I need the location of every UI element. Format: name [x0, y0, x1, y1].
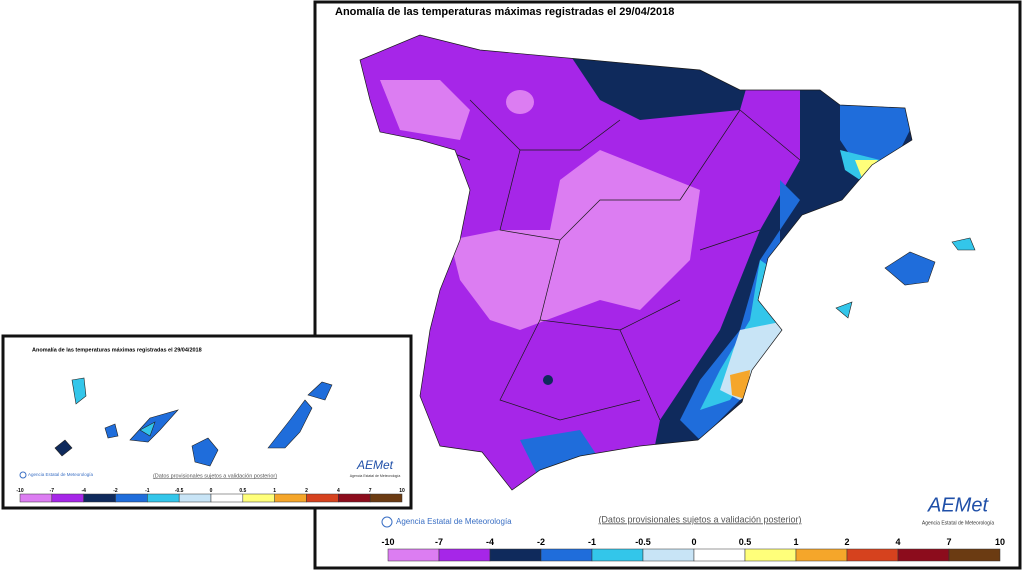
legend-swatch	[147, 493, 180, 503]
legend-swatch	[438, 548, 491, 562]
legend-tick-label: 7	[946, 537, 951, 547]
inset-logo-subtitle: Agencia Estatal de Meteorología	[350, 474, 401, 478]
legend-swatch	[540, 548, 593, 562]
legend-tick-label: -0.5	[175, 488, 184, 494]
logo: AEMet	[927, 494, 989, 516]
legend-swatch	[210, 493, 244, 503]
logo-subtitle: Agencia Estatal de Meteorología	[922, 520, 994, 526]
inset-legend: -10 -7 -4 -2 -1 -0.5 0 0.5 1 2 4 7 10	[16, 488, 405, 503]
legend-tick-label: -1	[588, 537, 596, 547]
legend-swatch	[744, 548, 797, 562]
copyright-icon	[19, 471, 27, 479]
legend-tick-label: 10	[995, 537, 1005, 547]
legend-swatch	[897, 548, 950, 562]
legend-tick-label: -7	[50, 488, 55, 494]
legend-tick-label: 0	[210, 488, 213, 494]
legend-swatch	[795, 548, 848, 562]
legend-swatch	[591, 548, 644, 562]
legend-swatch	[51, 493, 84, 503]
legend-tick-label: 0.5	[239, 488, 246, 494]
map-title: Anomalía de las temperaturas máximas reg…	[335, 6, 674, 18]
inset-credit: Agencia Estatal de Meteorología	[28, 472, 94, 477]
legend-tick-label: 4	[337, 488, 340, 494]
legend-tick-label: 10	[399, 488, 405, 494]
legend-tick-label: -1	[145, 488, 150, 494]
legend-tick-label: 0	[691, 537, 696, 547]
legend-tick-label: 1	[273, 488, 276, 494]
legend-swatch	[115, 493, 148, 503]
legend-swatch	[387, 548, 440, 562]
legend-swatch	[948, 548, 1001, 562]
legend-swatch	[846, 548, 899, 562]
legend-tick-label: -10	[381, 537, 394, 547]
inset-logo: AEMet	[356, 458, 394, 472]
canary-islands	[54, 377, 333, 467]
legend-tick-label: -4	[486, 537, 494, 547]
legend-swatch	[83, 493, 116, 503]
legend-tick-label: 7	[369, 488, 372, 494]
legend-swatch	[306, 493, 339, 503]
legend-tick-label: -4	[81, 488, 86, 494]
legend-tick-label: -2	[537, 537, 545, 547]
legend-swatch	[338, 493, 371, 503]
legend-swatch	[489, 548, 542, 562]
legend-tick-label: -0.5	[635, 537, 651, 547]
legend-tick-label: -7	[435, 537, 443, 547]
inset-note: (Datos provisionales sujetos a validació…	[153, 473, 277, 479]
legend-tick-label: 1	[793, 537, 798, 547]
legend-swatch	[178, 493, 212, 503]
legend-swatch	[369, 493, 403, 503]
legend: -10 -7 -4 -2 -1 -0.5 0 0.5 1 2 4 7 10	[381, 537, 1005, 562]
copyright-icon	[381, 516, 393, 528]
legend-swatch	[242, 493, 275, 503]
legend-swatch	[693, 548, 746, 562]
legend-tick-label: 2	[305, 488, 308, 494]
inset-panel	[1, 334, 413, 510]
balearic-islands	[835, 237, 976, 319]
legend-tick-label: -2	[113, 488, 118, 494]
legend-swatch	[274, 493, 307, 503]
legend-swatch	[19, 493, 53, 503]
legend-tick-label: -10	[16, 488, 23, 494]
note: (Datos provisionales sujetos a validació…	[598, 514, 801, 524]
legend-swatch	[642, 548, 695, 562]
legend-tick-label: 2	[844, 537, 849, 547]
legend-tick-label: 4	[895, 537, 900, 547]
credit: Agencia Estatal de Meteorología	[396, 517, 512, 526]
legend-tick-label: 0.5	[739, 537, 752, 547]
inset-title: Anomalía de las temperaturas máximas reg…	[32, 347, 202, 353]
